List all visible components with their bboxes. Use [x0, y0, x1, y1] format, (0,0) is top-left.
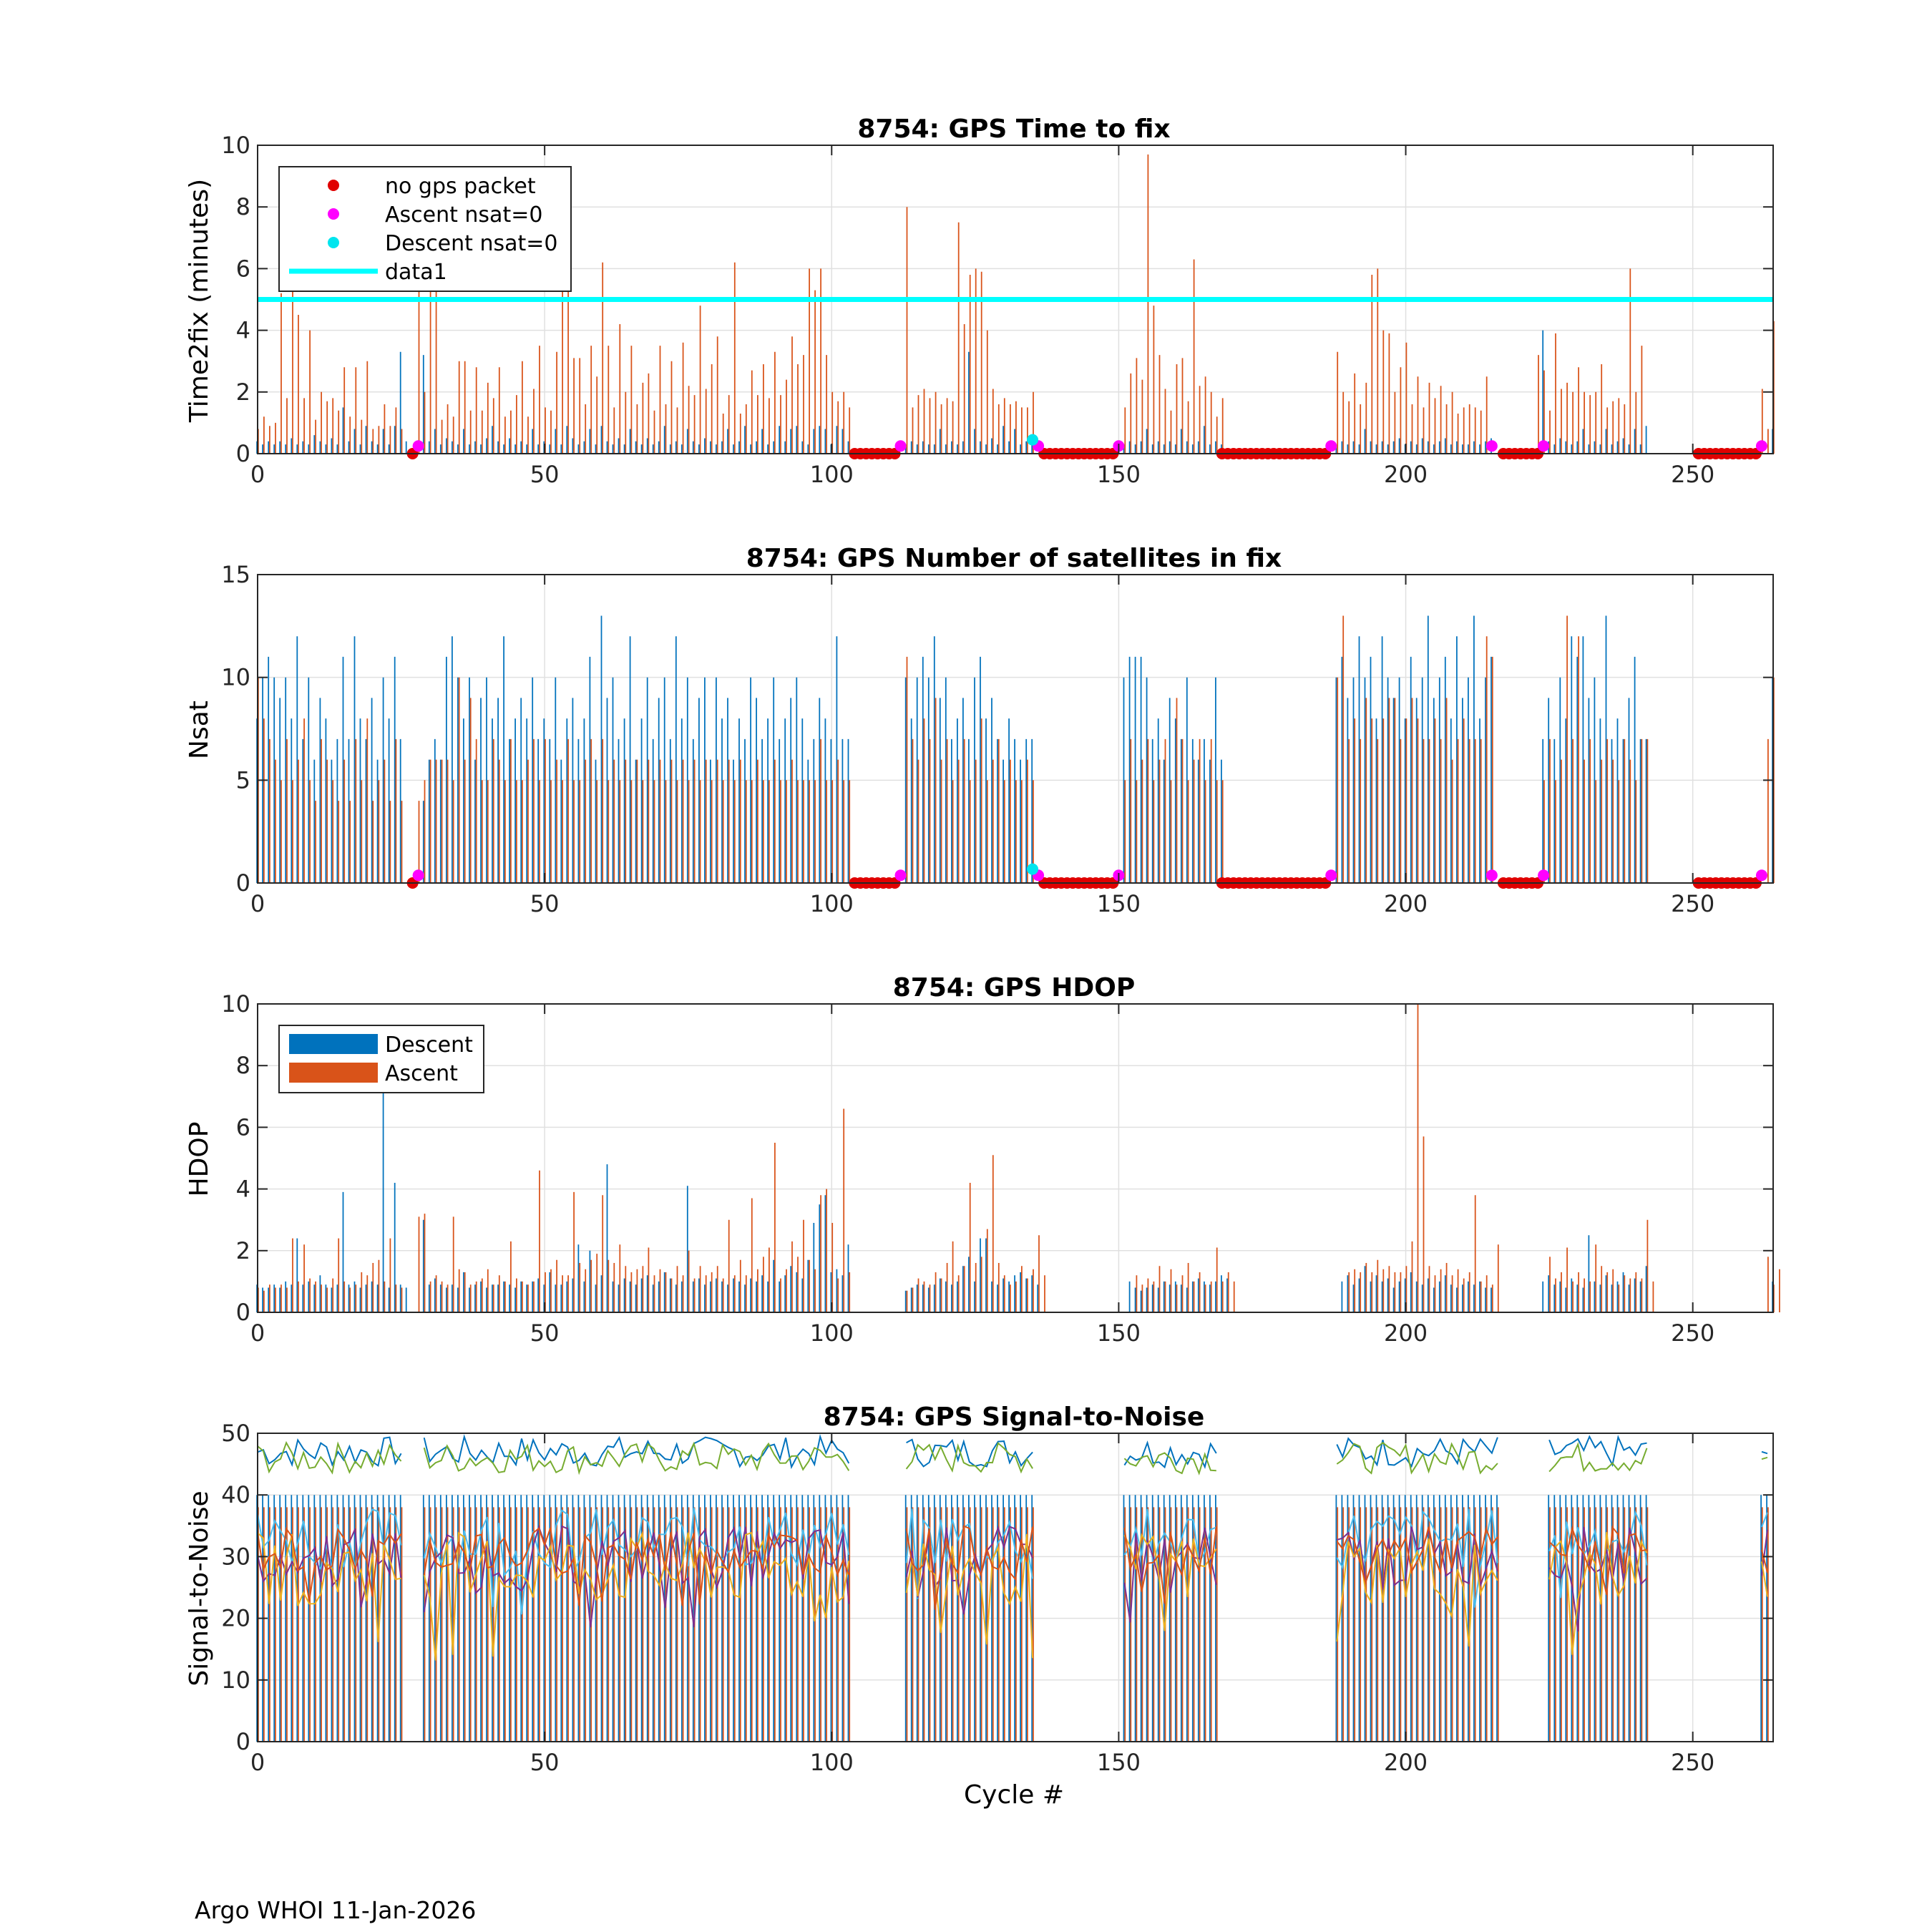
- hdop-xtick-label: 100: [810, 1319, 854, 1347]
- hdop-legend-swatch: [289, 1034, 378, 1054]
- hdop-axes-box: [257, 1003, 1774, 1313]
- nsat-xtick-label: 0: [250, 890, 265, 917]
- snr-xtick-label: 200: [1384, 1749, 1428, 1776]
- snr-ytick-label: 50: [221, 1420, 250, 1447]
- nsat-xtick-label: 200: [1384, 890, 1428, 917]
- time2fix-ytick-label: 6: [236, 255, 250, 282]
- snr-xlabel: Cycle #: [964, 1780, 1064, 1810]
- nsat-descent-nsat0-marker: [1027, 863, 1039, 875]
- time2fix-legend-marker: [328, 180, 339, 191]
- nsat-ylabel: Nsat: [185, 701, 214, 759]
- hdop-ytick-label: 8: [236, 1052, 250, 1079]
- nsat-axes-box: [257, 574, 1774, 884]
- time2fix-ytick-label: 0: [236, 440, 250, 467]
- nsat-ytick-label: 0: [236, 869, 250, 897]
- time2fix-legend-label: no gps packet: [385, 174, 536, 199]
- hdop-legend-label: Descent: [385, 1033, 473, 1058]
- snr-ytick-label: 10: [221, 1667, 250, 1694]
- snr-xtick-label: 150: [1097, 1749, 1141, 1776]
- hdop-panel: 8754: GPS HDOP HDOP 0 50 100 150 200 250 0 2 4 6 8…: [185, 973, 1780, 1347]
- time2fix-legend-marker: [328, 208, 339, 220]
- snr-axes-box: [257, 1433, 1774, 1742]
- hdop-ytick-label: 2: [236, 1237, 250, 1264]
- nsat-ytick-label: 5: [236, 766, 250, 794]
- hdop-ytick-label: 6: [236, 1113, 250, 1141]
- time2fix-ascent-nsat0-marker: [1485, 440, 1498, 452]
- time2fix-xtick-label: 200: [1384, 461, 1428, 488]
- snr-ylabel: Signal-to-Noise: [185, 1491, 214, 1686]
- time2fix-ytick-label: 4: [236, 317, 250, 344]
- time2fix-ascent-nsat0-marker: [894, 440, 907, 452]
- snr-xtick-label: 50: [530, 1749, 560, 1776]
- snr-ytick-label: 30: [221, 1543, 250, 1570]
- nsat-bars-ascent: [258, 615, 1775, 883]
- snr-line-1: [257, 1433, 1768, 1470]
- time2fix-ytick-label: 2: [236, 379, 250, 406]
- nsat-xtick-label: 100: [810, 890, 854, 917]
- hdop-xtick-label: 150: [1097, 1319, 1141, 1347]
- snr-line-6: [257, 1525, 1768, 1610]
- snr-title: 8754: GPS Signal-to-Noise: [824, 1402, 1205, 1432]
- nsat-panel: 8754: GPS Number of satellites in fix Ns…: [185, 544, 1775, 917]
- time2fix-descent-nsat0-marker: [1027, 434, 1039, 446]
- snr-xtick-label: 0: [250, 1749, 265, 1776]
- time2fix-legend-label: Ascent nsat=0: [385, 203, 542, 228]
- nsat-ascent-nsat0-marker: [894, 869, 907, 882]
- hdop-ylabel: HDOP: [185, 1122, 214, 1197]
- hdop-xtick-label: 200: [1384, 1319, 1428, 1347]
- time2fix-legend-label: Descent nsat=0: [385, 231, 557, 256]
- time2fix-ytick-label: 8: [236, 193, 250, 220]
- time2fix-legend-marker: [328, 237, 339, 248]
- nsat-xtick-label: 50: [530, 890, 560, 917]
- snr-line-4: [257, 1524, 1768, 1632]
- time2fix-title: 8754: GPS Time to fix: [857, 114, 1170, 144]
- time2fix-axes-box: [257, 145, 1774, 454]
- hdop-xtick-label: 0: [250, 1319, 265, 1347]
- time2fix-ytick-label: 10: [221, 132, 250, 159]
- hdop-ytick-label: 0: [236, 1299, 250, 1326]
- hdop-ytick-label: 10: [221, 990, 250, 1018]
- nsat-xtick-label: 250: [1671, 890, 1714, 917]
- time2fix-xtick-label: 50: [530, 461, 560, 488]
- nsat-ascent-nsat0-marker: [1538, 869, 1550, 882]
- hdop-legend-label: Ascent: [385, 1061, 458, 1086]
- hdop-xtick-label: 250: [1671, 1319, 1714, 1347]
- nsat-ytick-label: 15: [221, 561, 250, 588]
- time2fix-xtick-label: 250: [1671, 461, 1714, 488]
- nsat-title: 8754: GPS Number of satellites in fix: [746, 544, 1282, 573]
- snr-ytick-label: 20: [221, 1605, 250, 1632]
- snr-xtick-label: 250: [1671, 1749, 1714, 1776]
- time2fix-ascent-nsat0-marker: [1325, 440, 1337, 452]
- time2fix-ascent-nsat0-marker: [1755, 440, 1767, 452]
- snr-line-2: [257, 1440, 1768, 1475]
- nsat-ascent-nsat0-marker: [1325, 869, 1337, 882]
- nsat-ascent-nsat0-marker: [1485, 869, 1498, 882]
- hdop-bars-ascent: [258, 1004, 1780, 1312]
- hdop-title: 8754: GPS HDOP: [893, 973, 1136, 1002]
- hdop-ytick-label: 4: [236, 1176, 250, 1203]
- nsat-ascent-nsat0-marker: [412, 869, 424, 882]
- time2fix-ylabel: Time2fix (minutes): [185, 179, 214, 423]
- snr-panel: 8754: GPS Signal-to-Noise Signal-to-Nois…: [185, 1402, 1774, 1810]
- time2fix-xtick-label: 150: [1097, 461, 1141, 488]
- time2fix-legend-label: data1: [385, 260, 447, 285]
- snr-xtick-label: 100: [810, 1749, 854, 1776]
- nsat-ascent-nsat0-marker: [1755, 869, 1767, 882]
- snr-ytick-label: 40: [221, 1481, 250, 1508]
- nsat-ytick-label: 10: [221, 664, 250, 691]
- hdop-xtick-label: 50: [530, 1319, 560, 1347]
- time2fix-ascent-nsat0-marker: [1538, 440, 1550, 452]
- footer-credit: Argo WHOI 11-Jan-2026: [195, 1896, 477, 1924]
- time2fix-xtick-label: 0: [250, 461, 265, 488]
- snr-ytick-label: 0: [236, 1728, 250, 1755]
- time2fix-xtick-label: 100: [810, 461, 854, 488]
- snr-line-5: [257, 1531, 1768, 1661]
- nsat-bars-descent: [256, 615, 1773, 883]
- hdop-legend-swatch: [289, 1063, 378, 1083]
- time2fix-ascent-nsat0-marker: [412, 440, 424, 452]
- nsat-xtick-label: 150: [1097, 890, 1141, 917]
- hdop-bars-descent: [256, 1090, 1773, 1312]
- time2fix-panel: 8754: GPS Time to fix Time2fix (minutes)…: [185, 114, 1775, 488]
